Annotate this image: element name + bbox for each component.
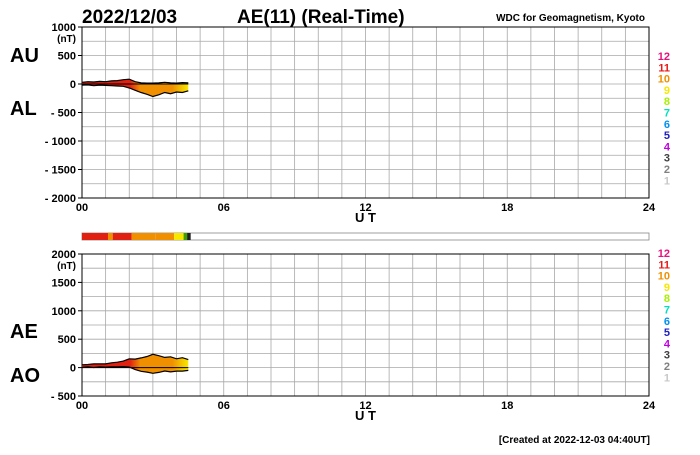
station-bar-segment xyxy=(155,233,175,240)
x-axis-label: U T xyxy=(355,408,376,423)
color-scale-label: 9 xyxy=(664,85,670,97)
color-scale-label: 3 xyxy=(664,350,670,362)
station-bar-segment xyxy=(187,233,191,240)
series-line-ao xyxy=(81,365,189,374)
color-scale-label: 10 xyxy=(658,271,670,283)
x-tick-label: 24 xyxy=(643,202,656,214)
station-bar-segment xyxy=(112,233,132,240)
color-scale-label: 11 xyxy=(658,259,670,271)
y-axis-unit: (nT) xyxy=(57,261,76,272)
y-tick-label: - 1500 xyxy=(45,165,76,177)
series-band-fill xyxy=(82,354,189,374)
panel-label: AU xyxy=(10,45,39,67)
station-bar-segment xyxy=(107,233,113,240)
station-bar-segment xyxy=(174,233,184,240)
x-tick-label: 12 xyxy=(359,400,371,412)
plot-date: 2022/12/03 xyxy=(82,7,177,28)
color-scale-label: 6 xyxy=(664,119,670,131)
y-tick-label: 0 xyxy=(70,363,76,375)
station-bar-segment xyxy=(82,233,108,240)
color-scale-label: 8 xyxy=(664,96,670,108)
y-tick-label: 2000 xyxy=(52,249,76,261)
station-bar-segment xyxy=(183,233,188,240)
x-tick-label: 00 xyxy=(76,202,88,214)
y-tick-label: 1000 xyxy=(52,306,76,318)
x-tick-label: 18 xyxy=(501,202,513,214)
color-scale-label: 3 xyxy=(664,153,670,165)
series-line-al xyxy=(81,84,189,98)
color-scale-label: 7 xyxy=(664,305,670,317)
x-tick-label: 06 xyxy=(218,202,230,214)
color-scale-label: 8 xyxy=(664,293,670,305)
color-scale-label: 12 xyxy=(658,51,670,63)
plot-frame xyxy=(81,253,650,397)
plot-source: WDC for Geomagnetism, Kyoto xyxy=(496,13,645,24)
y-tick-label: 1000 xyxy=(52,22,76,34)
y-tick-label: - 2000 xyxy=(45,193,76,205)
color-scale-label: 4 xyxy=(664,141,671,153)
series-line-au xyxy=(81,78,189,84)
color-scale-label: 5 xyxy=(664,130,670,142)
y-tick-label: 500 xyxy=(58,51,76,63)
creation-timestamp: [Created at 2022-12-03 04:40UT] xyxy=(499,435,650,446)
x-tick-label: 00 xyxy=(76,400,88,412)
color-scale-label: 9 xyxy=(664,282,670,294)
color-scale-label: 10 xyxy=(658,74,670,86)
panel-label: AE xyxy=(10,321,38,343)
color-scale-label: 2 xyxy=(664,361,670,373)
y-tick-label: 1500 xyxy=(52,277,76,289)
y-axis-unit: (nT) xyxy=(57,34,76,45)
color-scale-label: 1 xyxy=(664,372,670,384)
y-tick-label: - 500 xyxy=(51,391,76,403)
x-tick-label: 12 xyxy=(359,202,371,214)
color-scale-label: 12 xyxy=(658,248,670,260)
color-scale-label: 7 xyxy=(664,108,670,120)
color-scale-label: 4 xyxy=(664,338,671,350)
color-scale-label: 6 xyxy=(664,316,670,328)
x-tick-label: 18 xyxy=(501,400,513,412)
y-tick-label: 500 xyxy=(58,334,76,346)
series-line-ae xyxy=(81,353,189,366)
color-scale-label: 2 xyxy=(664,164,670,176)
y-tick-label: - 1000 xyxy=(45,136,76,148)
panel-label: AO xyxy=(10,365,40,387)
station-bar-segment xyxy=(131,233,156,240)
x-tick-label: 06 xyxy=(218,400,230,412)
x-axis-label: U T xyxy=(355,210,376,225)
y-tick-label: 0 xyxy=(70,79,76,91)
panel-label: AL xyxy=(10,98,37,120)
color-scale-label: 1 xyxy=(664,175,670,187)
color-scale-label: 5 xyxy=(664,327,670,339)
y-tick-label: - 500 xyxy=(51,108,76,120)
plot-title: AE(11) (Real-Time) xyxy=(237,7,405,28)
x-tick-label: 24 xyxy=(643,400,656,412)
color-scale-label: 11 xyxy=(658,62,670,74)
